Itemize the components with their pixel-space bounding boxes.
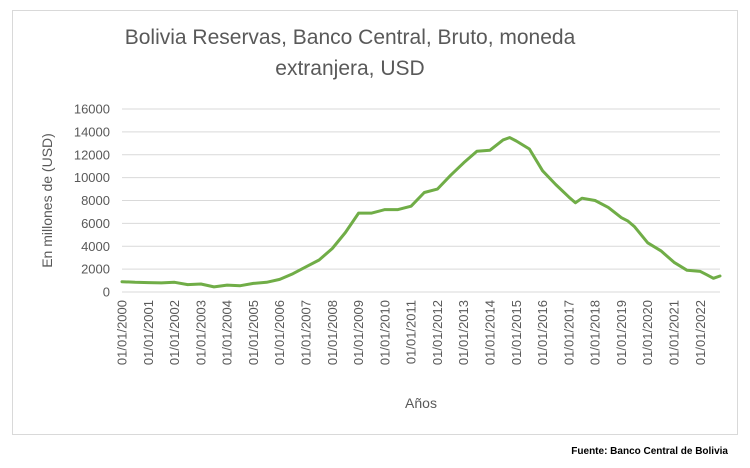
gridlines [122,108,720,293]
y-tick-label: 8000 [81,193,110,208]
y-tick-label: 4000 [81,239,110,254]
y-tick-label: 16000 [74,102,110,117]
x-axis-title: Años [405,395,437,411]
x-tick-label: 01/01/2006 [272,300,287,365]
y-tick-label: 0 [103,285,110,300]
series-group [120,136,722,289]
x-tick-label: 01/01/2017 [561,300,576,365]
y-tick-label: 2000 [81,262,110,277]
x-tick-label: 01/01/2000 [115,300,130,365]
x-tick-label: 01/01/2013 [456,300,471,365]
x-tick-label: 01/01/2019 [614,300,629,365]
x-tick-label: 01/01/2003 [193,300,208,365]
x-tick-label: 01/01/2020 [640,300,655,365]
x-tick-labels: 01/01/2000 01/01/2001 01/01/2002 01/01/2003… [115,300,708,365]
y-tick-labels: 0 2000 4000 6000 8000 10000 12000 14000 16000 [74,102,110,300]
x-tick-label: 01/01/2018 [588,300,603,365]
x-tick-label: 01/01/2015 [509,300,524,365]
series-line [120,136,722,289]
x-tick-label: 01/01/2009 [351,300,366,365]
y-tick-label: 10000 [74,170,110,185]
x-tick-label: 01/01/2011 [404,300,419,364]
y-tick-label: 6000 [81,216,110,231]
x-tick-label: 01/01/2004 [220,300,235,365]
y-axis-title: En millones de (USD) [39,133,55,268]
x-tick-label: 01/01/2007 [299,300,314,365]
x-tick-label: 01/01/2010 [377,300,392,365]
x-tick-label: 01/01/2014 [483,300,498,365]
chart-title: Bolivia Reservas, Banco Central, Bruto, … [124,26,576,80]
x-tick-label: 01/01/2021 [667,300,682,365]
x-tick-label: 01/01/2001 [141,300,156,365]
x-tick-label: 01/01/2008 [325,300,340,365]
source-note: Fuente: Banco Central de Bolivia [571,446,728,457]
x-tick-label: 01/01/2022 [693,300,708,365]
y-tick-label: 12000 [74,147,110,162]
x-tick-label: 01/01/2016 [535,300,550,365]
x-tick-label: 01/01/2002 [167,300,182,365]
x-tick-label: 01/01/2005 [246,300,261,365]
chart-frame [12,10,738,435]
y-tick-label: 14000 [74,124,110,139]
x-tick-label: 01/01/2012 [430,300,445,365]
